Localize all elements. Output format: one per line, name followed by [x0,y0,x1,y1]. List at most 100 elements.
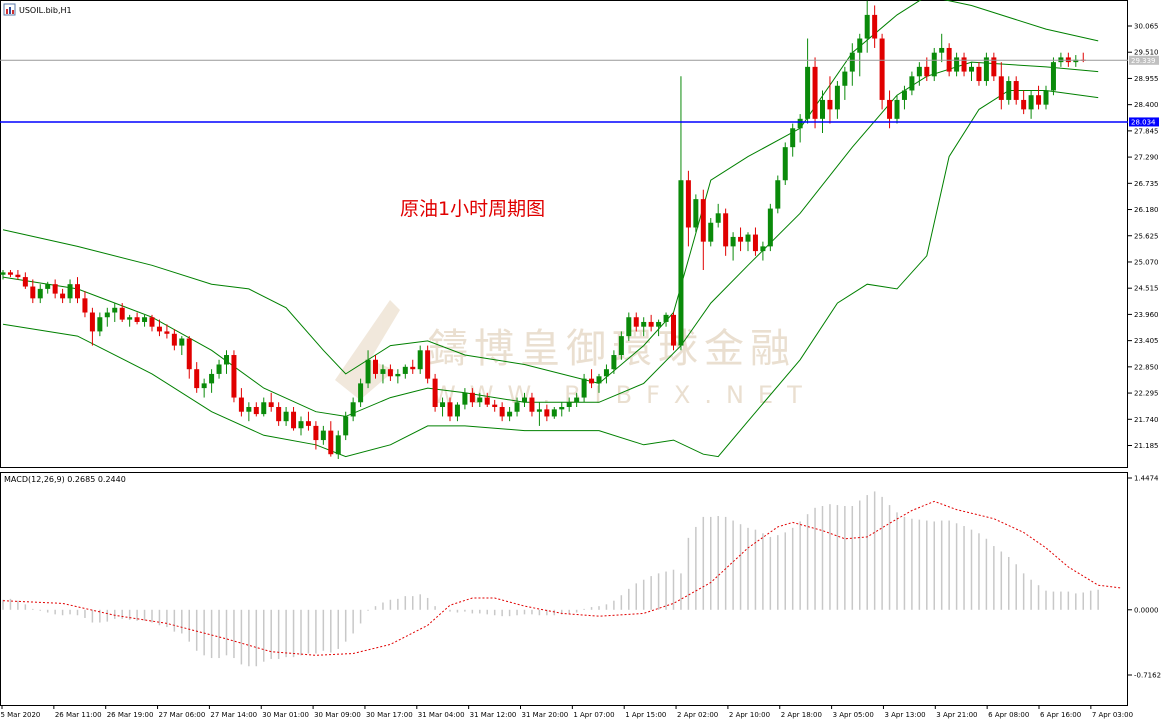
candle [156,319,162,337]
macd-tick-label: -0.7162 [1134,672,1161,680]
macd-signal-line [2,500,1121,656]
candle [857,33,863,77]
candle [201,378,207,398]
candle-body [253,406,259,415]
candle [514,397,520,417]
candle-body [246,406,252,412]
macd-axis: 1.4474 0.0000 -0.7162 [1128,475,1161,680]
candle [52,279,58,299]
candle-body [447,402,453,417]
symbol-title: USOIL.bib,H1 [19,6,72,15]
candle-body [626,317,632,337]
candle-body [603,369,609,377]
candle-body [156,326,162,332]
candle-body [119,307,125,320]
time-tick-label: 26 Mar 11:00 [55,711,102,719]
candle-body [37,288,43,299]
candle [752,227,758,256]
time-tick-label: 2 Apr 10:00 [729,711,770,719]
candle-body [224,355,229,365]
candle-body [477,397,483,403]
candle [305,411,311,431]
candle [1006,76,1012,105]
candle [104,307,110,327]
candle [484,392,490,407]
candle-body [1073,59,1079,63]
candle [1036,85,1042,110]
candle [402,364,408,379]
candle [149,314,155,332]
candle-body [901,90,907,100]
candle [544,404,550,422]
watermark: 鑄博皇御環球金融 WWW.BIBFX.NET [335,300,802,409]
time-tick-label: 30 Mar 17:00 [366,711,413,719]
candle-body [566,402,572,407]
candle [551,406,557,419]
candle-body [0,272,6,275]
candle [536,402,542,426]
candle [574,392,580,407]
price-tick-label: 23.405 [1134,337,1159,345]
price-tick-label: 21.185 [1134,442,1159,450]
candle [320,425,326,445]
time-tick-label: 2 Apr 02:00 [677,711,718,719]
candle-body [171,333,177,346]
hline-price-tag: 28.034 [1129,117,1159,127]
candle-body [916,66,922,77]
time-tick-label: 1 Apr 07:00 [573,711,614,719]
candle-body [1006,81,1012,100]
candle-body [22,277,28,287]
macd-histogram [2,491,1099,667]
time-tick-label: 6 Apr 16:00 [1040,711,1081,719]
candle-body [864,14,870,39]
candle-body [164,331,170,334]
candle [1050,57,1056,96]
candle [246,402,252,422]
candle-body [410,366,416,370]
candle-body [663,314,669,322]
candle [827,76,833,124]
candle-body [492,404,498,407]
candle-body [67,284,73,299]
candle-body [268,402,274,407]
candle-body [559,406,565,410]
candle-body [976,66,982,82]
candle-body [209,373,215,384]
candle [283,406,289,426]
candle [864,0,870,53]
candle-body [1065,57,1071,63]
candle-body [544,409,550,417]
candle [969,62,974,82]
candle [507,406,513,422]
candle-body [983,57,989,82]
time-tick-label: 1 Apr 15:00 [625,711,666,719]
chart-annotation: 原油1小时周期图 [400,198,545,220]
candle [432,373,438,412]
current-price-tag-bg [1129,55,1159,65]
candle [790,123,796,157]
candle [581,373,587,403]
candle-body [1043,90,1049,105]
price-tick-label: 29.510 [1134,49,1159,57]
time-tick-label: 2 Apr 18:00 [781,711,822,719]
candle [82,291,88,318]
candle-body [425,350,431,379]
candle-body [313,425,319,441]
candle-body [507,411,513,417]
candle-body [283,411,289,422]
candle-body [700,199,706,242]
candle [730,232,736,261]
candle-body [335,435,341,455]
candle-body [849,52,855,72]
candle-body [276,406,282,422]
candle [22,272,28,289]
time-tick-label: 31 Mar 12:00 [470,711,517,719]
candle [782,142,788,185]
candle-body [551,409,557,417]
macd-tick-label: 1.4474 [1134,475,1159,483]
candle [417,345,423,374]
candle-body [7,272,13,275]
current-price-value: 29.339 [1131,57,1156,65]
candle [97,312,103,337]
